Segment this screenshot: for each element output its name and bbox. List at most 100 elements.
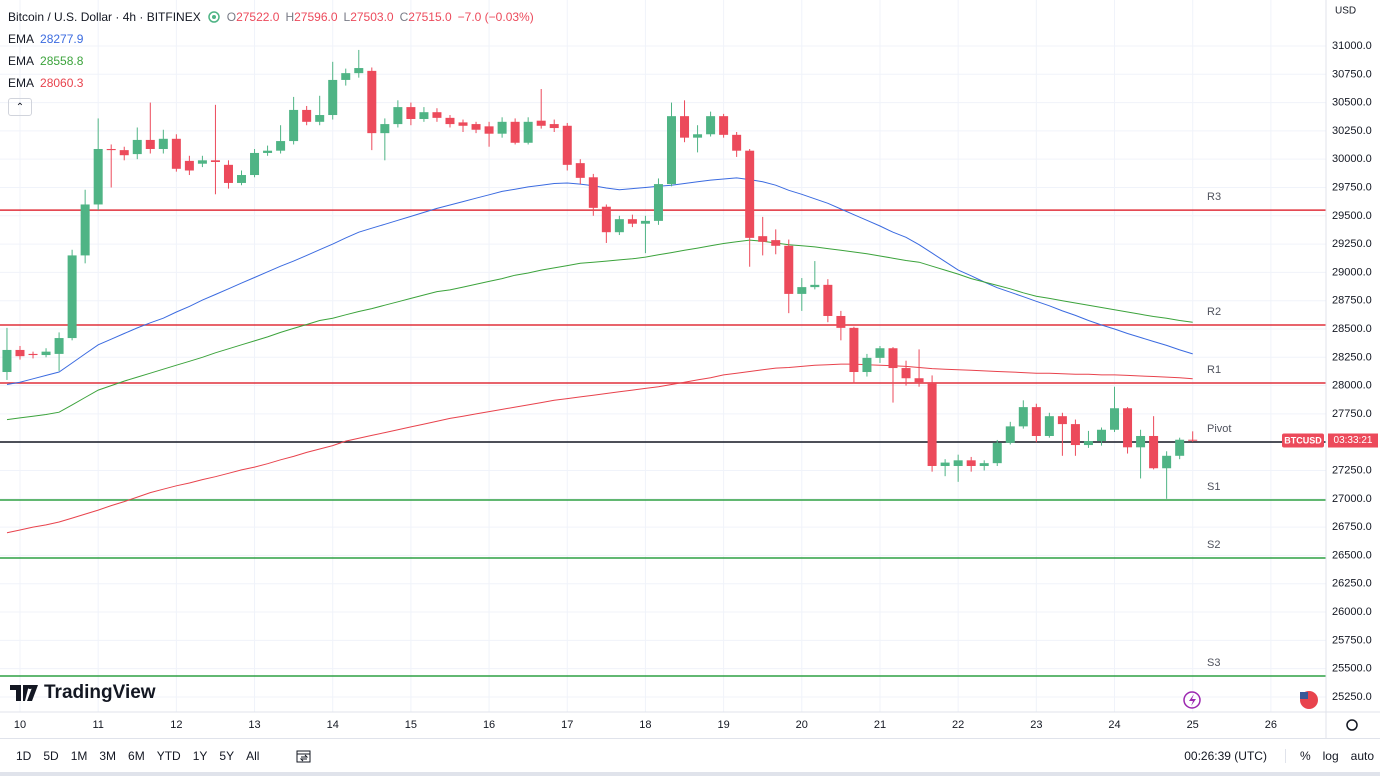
candle [184, 155, 194, 176]
candle [601, 204, 611, 243]
y-tick-label: 27750.0 [1332, 408, 1372, 420]
collapse-button[interactable]: ⌃ [8, 98, 32, 116]
candle-body [1136, 435, 1146, 448]
candle [302, 105, 312, 126]
candle [1044, 412, 1054, 438]
range-button[interactable]: 3M [99, 749, 117, 763]
candle-body [575, 163, 585, 178]
candle-body [1070, 424, 1080, 446]
candle-body [849, 327, 859, 373]
candle-body [758, 236, 768, 242]
candle [784, 239, 794, 314]
x-tick-label: 12 [170, 719, 182, 731]
ema-value: 28277.9 [40, 32, 84, 46]
candle-body [1057, 416, 1067, 425]
candle-body [263, 150, 273, 153]
candle-body [1044, 416, 1054, 436]
candle [562, 122, 572, 171]
candle [497, 117, 507, 138]
candle-body [888, 348, 898, 369]
candle [197, 155, 207, 168]
ema-row: EMA 28277.9 [8, 28, 534, 50]
candle [901, 360, 911, 386]
candle-body [432, 112, 442, 118]
candle-body [497, 121, 507, 134]
candle-body [979, 463, 989, 466]
candle-body [145, 139, 155, 149]
candle [823, 279, 833, 323]
candle [1070, 419, 1080, 456]
candle-body [940, 462, 950, 466]
candle [445, 115, 455, 128]
candle-body [640, 220, 650, 224]
candle-body [627, 219, 637, 224]
y-tick-label: 28500.0 [1332, 323, 1372, 335]
axis-option[interactable]: % [1299, 749, 1311, 763]
x-tick-label: 20 [796, 719, 808, 731]
range-button[interactable]: 6M [128, 749, 145, 763]
y-tick-label: 28000.0 [1332, 380, 1372, 392]
symbol-tag: BTCUSD [1284, 436, 1322, 446]
y-tick-label: 26750.0 [1332, 521, 1372, 533]
candle [666, 102, 676, 187]
ema-name: EMA [8, 76, 35, 90]
candle [1162, 451, 1172, 499]
pivot-label: S2 [1207, 539, 1220, 551]
candle [888, 347, 898, 403]
axis-option[interactable]: auto [1350, 749, 1374, 763]
range-button[interactable]: 1Y [192, 749, 208, 763]
candle [836, 310, 846, 341]
candle-body [523, 121, 533, 143]
ohlc-value: 27522.0 [236, 10, 280, 24]
range-button[interactable]: 5Y [219, 749, 235, 763]
candle [328, 61, 338, 120]
candle-body [966, 460, 976, 466]
candle [1188, 431, 1198, 442]
ohlc-key: C [399, 10, 409, 24]
candle-body [458, 122, 468, 126]
candle-body [41, 351, 51, 356]
candle [627, 214, 637, 228]
candle-body [797, 287, 807, 294]
y-tick-label: 31000.0 [1332, 40, 1372, 52]
range-button[interactable]: All [246, 749, 260, 763]
range-button[interactable]: 1D [16, 749, 32, 763]
candle [510, 118, 520, 145]
candle [15, 345, 25, 360]
candle-body [601, 206, 611, 233]
candle-body [315, 115, 325, 122]
range-button[interactable]: YTD [156, 749, 181, 763]
x-tick-label: 24 [1108, 719, 1120, 731]
pivot-label: R2 [1207, 306, 1221, 318]
y-tick-label: 26000.0 [1332, 606, 1372, 618]
ema-line [6, 177, 1193, 385]
y-tick-label: 27250.0 [1332, 465, 1372, 477]
candle-body [549, 124, 559, 129]
candle [67, 249, 77, 341]
candle [992, 439, 1002, 466]
candle [1096, 427, 1106, 446]
symbol-tag-bg [1282, 433, 1324, 448]
candle-body [653, 184, 663, 221]
range-button[interactable]: 5D [43, 749, 59, 763]
candle [940, 459, 950, 477]
ema-name: EMA [8, 32, 35, 46]
pivot-label: S3 [1207, 657, 1220, 669]
countdown-bg [1328, 433, 1378, 448]
candle [914, 349, 924, 387]
candle [106, 144, 116, 188]
candle-body [171, 138, 181, 169]
pivot-label: S1 [1207, 481, 1220, 493]
calendar-icon[interactable] [295, 748, 313, 764]
y-tick-label: 30750.0 [1332, 68, 1372, 80]
candle [953, 454, 963, 482]
ohlc-value: 27596.0 [294, 10, 338, 24]
candle-body [197, 160, 207, 164]
candle [640, 215, 650, 254]
range-button[interactable]: 1M [70, 749, 88, 763]
candle [419, 107, 429, 122]
x-tick-label: 14 [327, 719, 339, 731]
ohlc-key: L [343, 10, 351, 24]
axis-option[interactable]: log [1322, 749, 1339, 763]
candle [393, 100, 403, 128]
